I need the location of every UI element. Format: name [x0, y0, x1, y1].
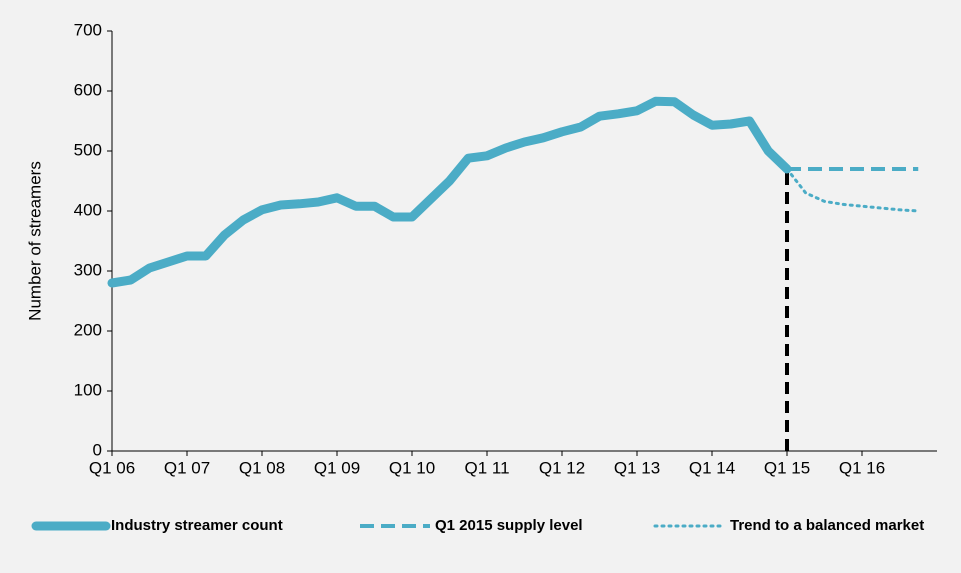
- x-tick-label: Q1 10: [389, 458, 435, 477]
- y-tick-label: 700: [74, 20, 102, 39]
- x-tick-label: Q1 12: [539, 458, 585, 477]
- y-axis-label: Number of streamers: [25, 161, 44, 321]
- x-tick-label: Q1 06: [89, 458, 135, 477]
- y-tick-label: 100: [74, 380, 102, 399]
- y-tick-label: 200: [74, 320, 102, 339]
- x-tick-label: Q1 14: [689, 458, 735, 477]
- series-line: [107, 96, 792, 288]
- legend-text: Industry streamer count: [111, 517, 283, 534]
- y-tick-label: 400: [74, 200, 102, 219]
- y-tick-label: 600: [74, 80, 102, 99]
- x-tick-label: Q1 15: [764, 458, 810, 477]
- x-tick-label: Q1 13: [614, 458, 660, 477]
- x-tick-label: Q1 09: [314, 458, 360, 477]
- y-tick-label: 0: [93, 440, 102, 459]
- x-tick-label: Q1 16: [839, 458, 885, 477]
- x-tick-label: Q1 07: [164, 458, 210, 477]
- x-tick-label: Q1 11: [464, 458, 509, 477]
- series-line: [785, 167, 920, 213]
- legend-text: Trend to a balanced market: [730, 517, 924, 534]
- x-tick-label: Q1 08: [239, 458, 285, 477]
- y-tick-label: 300: [74, 260, 102, 279]
- legend-text: Q1 2015 supply level: [435, 517, 583, 534]
- y-tick-label: 500: [74, 140, 102, 159]
